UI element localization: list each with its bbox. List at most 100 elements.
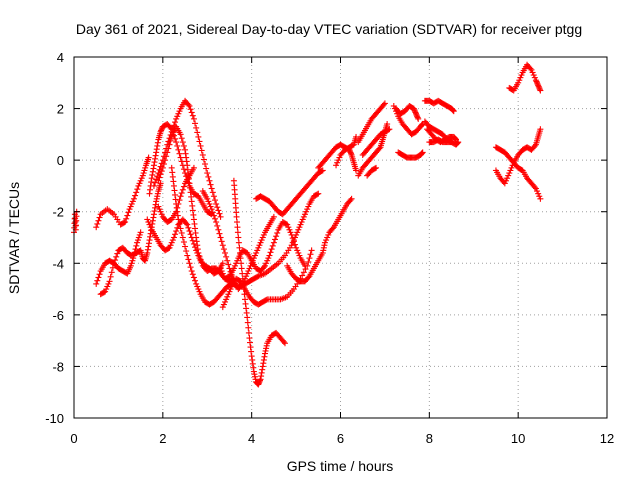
data-point: [263, 345, 270, 352]
x-tick-label: 12: [600, 431, 614, 446]
series-11: [217, 219, 308, 282]
data-point: [183, 248, 190, 255]
x-tick-label: 6: [337, 431, 344, 446]
data-point: [150, 162, 157, 169]
data-point: [193, 280, 200, 287]
data-point: [260, 231, 267, 238]
data-point: [242, 300, 249, 307]
data-point: [288, 242, 295, 249]
data-point: [259, 234, 266, 241]
data-point: [296, 224, 303, 231]
data-point: [258, 373, 265, 380]
data-point: [248, 353, 255, 360]
data-point: [234, 257, 241, 264]
data-point: [167, 242, 174, 249]
data-point: [226, 288, 233, 295]
data-point: [157, 208, 164, 215]
data-point: [178, 229, 185, 236]
data-point: [192, 277, 199, 284]
data-point: [141, 257, 148, 264]
data-point: [504, 175, 511, 182]
data-point: [451, 135, 458, 142]
data-point: [385, 126, 392, 133]
data-point: [260, 360, 267, 367]
data-point: [290, 237, 297, 244]
data-point: [164, 149, 171, 156]
data-point: [166, 141, 173, 148]
data-point: [172, 231, 179, 238]
data-point: [376, 145, 383, 152]
x-tick-label: 2: [159, 431, 166, 446]
data-point: [258, 369, 265, 376]
data-point: [197, 142, 204, 149]
data-point: [270, 239, 277, 246]
data-point: [114, 250, 121, 257]
series-20: [355, 100, 388, 146]
data-point: [190, 211, 197, 218]
data-point: [158, 211, 165, 218]
data-point: [194, 246, 201, 253]
data-point: [206, 177, 213, 184]
data-point: [537, 195, 544, 202]
data-point: [190, 115, 197, 122]
data-point: [172, 196, 179, 203]
data-point: [107, 273, 114, 280]
data-point: [189, 207, 196, 214]
data-point: [193, 234, 200, 241]
data-point: [218, 238, 225, 245]
data-point: [294, 229, 301, 236]
data-point: [186, 228, 193, 235]
data-point: [236, 244, 243, 251]
data-point: [251, 373, 258, 380]
data-point: [411, 108, 418, 115]
data-point: [106, 278, 113, 285]
data-point: [157, 171, 164, 178]
data-point: [151, 159, 158, 166]
data-point: [103, 286, 110, 293]
data-point: [204, 195, 211, 202]
data-point: [134, 237, 141, 244]
data-point: [234, 229, 241, 236]
data-point: [188, 193, 195, 200]
data-point: [335, 157, 342, 164]
data-point: [132, 192, 139, 199]
data-point: [325, 231, 332, 238]
data-point: [247, 339, 254, 346]
data-point: [169, 169, 176, 176]
data-point: [255, 244, 262, 251]
data-point: [155, 203, 162, 210]
data-point: [287, 229, 294, 236]
data-point: [531, 74, 538, 81]
data-point: [225, 261, 232, 268]
data-point: [172, 135, 179, 142]
data-point: [189, 237, 196, 244]
data-point: [217, 234, 224, 241]
data-point: [260, 264, 267, 271]
data-point: [197, 256, 204, 263]
data-point: [305, 274, 312, 281]
y-tick-label: -10: [45, 411, 64, 426]
data-point: [180, 183, 187, 190]
data-point: [235, 239, 242, 246]
data-point: [168, 164, 175, 171]
data-point: [171, 187, 178, 194]
data-point: [267, 249, 274, 256]
data-point: [174, 208, 181, 215]
data-point: [182, 170, 189, 177]
data-point: [320, 247, 327, 254]
data-point: [156, 206, 163, 213]
data-point: [266, 252, 273, 259]
data-point: [151, 208, 158, 215]
data-point: [348, 195, 355, 202]
data-point: [187, 184, 194, 191]
data-point: [140, 170, 147, 177]
data-point: [173, 115, 180, 122]
data-point: [170, 178, 177, 185]
data-point: [141, 167, 148, 174]
series-0: [71, 208, 80, 236]
data-point: [242, 296, 249, 303]
data-point: [346, 148, 353, 155]
data-point: [189, 112, 196, 119]
data-point: [154, 190, 161, 197]
data-point: [187, 189, 194, 196]
